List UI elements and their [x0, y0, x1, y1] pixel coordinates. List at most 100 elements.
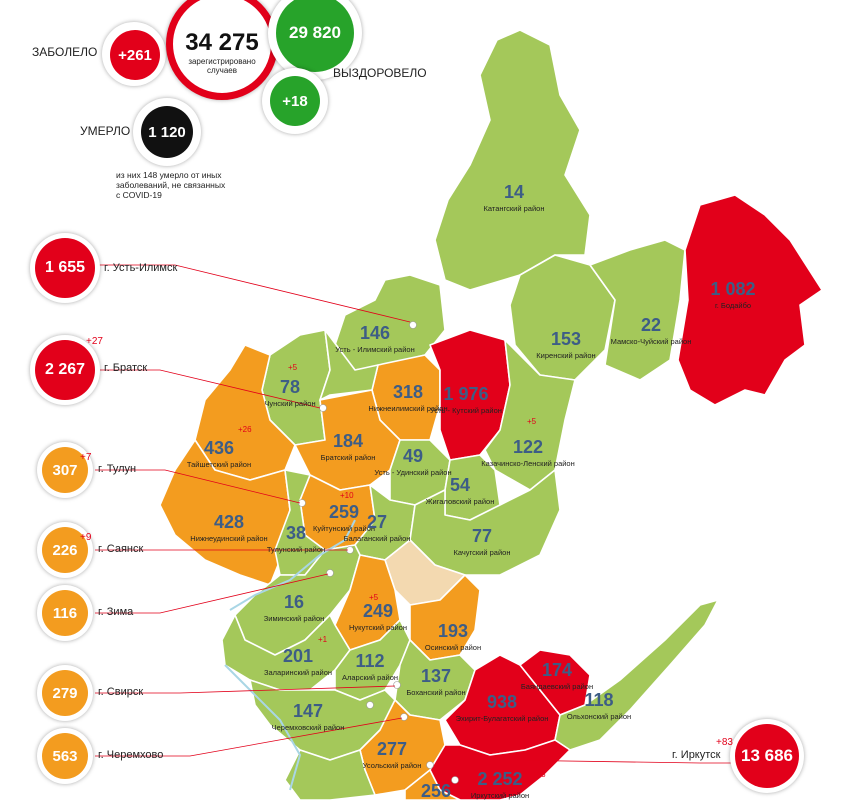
- death-note-1: из них 148 умерло от иных: [116, 170, 222, 180]
- district-value: 27: [367, 512, 387, 532]
- sick-delta: +261: [110, 30, 160, 80]
- district-bayandaevsky[interactable]: [519, 649, 591, 716]
- district-katanga[interactable]: [434, 29, 591, 291]
- district-value: 22: [641, 315, 661, 335]
- district-mamsko[interactable]: [589, 239, 686, 381]
- district-south[interactable]: [404, 769, 461, 800]
- died-total: 1 120: [141, 106, 193, 158]
- district-name: Киренский район: [536, 351, 595, 360]
- city-value[interactable]: 307: [42, 447, 88, 493]
- district-name: Тайшетский район: [187, 460, 251, 469]
- district-name: Иркутский район: [471, 791, 529, 800]
- city-value[interactable]: 563: [42, 733, 88, 779]
- district-value: 436: [204, 438, 234, 458]
- district-name: Казачинско-Ленский район: [481, 459, 575, 468]
- city-dot[interactable]: [400, 713, 408, 721]
- district-value: 137: [421, 666, 451, 686]
- district-value: 201: [283, 646, 313, 666]
- district-delta: +5: [288, 363, 298, 372]
- district-kachug[interactable]: [409, 469, 561, 576]
- city-delta: +9: [80, 532, 92, 543]
- district-delta: +5: [527, 417, 537, 426]
- city-name: г. Свирск: [98, 686, 144, 698]
- district-name: Усть - Удинский район: [374, 468, 451, 477]
- district-name: Черемховский район: [272, 723, 345, 732]
- district-delta: +10: [340, 491, 354, 500]
- leader-line: [95, 469, 301, 504]
- district-name: Ольхонский район: [567, 712, 631, 721]
- district-value: 38: [286, 523, 306, 543]
- district-value: 259: [329, 502, 359, 522]
- leader-line: [95, 264, 411, 323]
- district-name: Катангский район: [484, 204, 545, 213]
- district-value: 54: [450, 475, 470, 495]
- district-name: Мамско-Чуйский район: [611, 337, 692, 346]
- district-value: 184: [333, 431, 363, 451]
- district-name: Зиминский район: [264, 614, 325, 623]
- sick-label: ЗАБОЛЕЛО: [32, 45, 98, 59]
- leader-line: [95, 685, 396, 694]
- district-value: 938: [487, 692, 517, 712]
- district-delta: +1: [318, 635, 328, 644]
- district-name: Балаганский район: [344, 534, 411, 543]
- district-name: Жигаловский район: [426, 497, 495, 506]
- district-value: 112: [355, 651, 384, 671]
- city-dot[interactable]: [393, 681, 401, 689]
- city-dot[interactable]: [326, 569, 334, 577]
- city-dot[interactable]: [366, 701, 374, 709]
- recovered-total: 29 820: [276, 0, 354, 72]
- city-delta: +7: [80, 452, 92, 463]
- district-green-band[interactable]: [319, 329, 379, 401]
- leader-line: [95, 369, 321, 409]
- district-delta: +5: [369, 593, 379, 602]
- district-name: Заларинский район: [264, 668, 332, 677]
- city-name: г. Усть-Илимск: [104, 262, 178, 274]
- district-name: Тулунский район: [267, 545, 325, 554]
- district-value: 78: [280, 377, 300, 397]
- district-name: Баяндаевский район: [521, 682, 593, 691]
- death-note-3: с COVID-19: [116, 190, 162, 200]
- total-caption-2: случаев: [207, 66, 237, 75]
- district-delta: +13: [532, 770, 546, 779]
- district-delta: +26: [238, 425, 252, 434]
- district-kirensk[interactable]: [509, 254, 616, 381]
- district-value: 118: [584, 690, 613, 710]
- city-value[interactable]: 13 686: [735, 724, 799, 788]
- recovered-delta: +18: [270, 76, 320, 126]
- district-value: 49: [403, 446, 423, 466]
- city-value[interactable]: 116: [42, 590, 88, 636]
- death-note-2: заболеваний, не связанных: [116, 180, 226, 190]
- city-name: г. Черемхово: [98, 749, 164, 761]
- city-value[interactable]: 2 267: [35, 340, 95, 400]
- leader-line: [95, 573, 329, 614]
- district-name: Аларский район: [342, 673, 398, 682]
- leader-line: [95, 717, 403, 757]
- district-value: 1 082: [710, 279, 755, 299]
- city-dot[interactable]: [319, 404, 327, 412]
- district-name: Усть - Кутский район: [430, 406, 502, 415]
- city-dot[interactable]: [451, 776, 459, 784]
- city-dot[interactable]: [426, 761, 434, 769]
- district-name: Братский район: [321, 453, 376, 462]
- city-name: г. Братск: [104, 362, 148, 374]
- city-name: г. Тулун: [98, 463, 137, 475]
- district-value: 14: [504, 182, 524, 202]
- city-name: г. Иркутск: [672, 749, 721, 761]
- district-value: 428: [214, 512, 244, 532]
- city-value[interactable]: 1 655: [35, 238, 95, 298]
- district-alarsky[interactable]: [334, 619, 411, 701]
- district-name: Качугский район: [454, 548, 511, 557]
- leader-line: [499, 759, 735, 764]
- district-value: 122: [513, 437, 543, 457]
- district-value: 277: [377, 739, 407, 759]
- city-value[interactable]: 226: [42, 527, 88, 573]
- district-name: Усольский район: [363, 761, 422, 770]
- district-bodaibo[interactable]: [677, 194, 823, 406]
- city-dot[interactable]: [409, 321, 417, 329]
- district-name: Осинский район: [425, 643, 481, 652]
- died-label: УМЕРЛО: [80, 124, 131, 138]
- city-value[interactable]: 279: [42, 670, 88, 716]
- city-delta: +83: [716, 737, 733, 748]
- total-cases: 34 275 зарегистрировано случаев: [166, 0, 278, 100]
